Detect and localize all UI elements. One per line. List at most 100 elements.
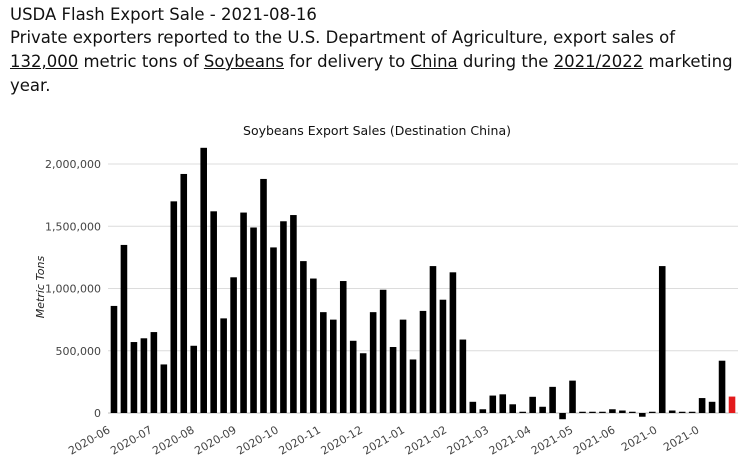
bar bbox=[549, 386, 556, 413]
y-axis-label: Metric Tons bbox=[34, 255, 47, 318]
x-tick-label: 2020-08 bbox=[150, 423, 196, 457]
bar bbox=[688, 411, 696, 413]
bar bbox=[140, 338, 148, 413]
bar bbox=[589, 411, 596, 413]
bar bbox=[220, 318, 227, 413]
quantity-link[interactable]: 132,000 bbox=[10, 52, 79, 71]
bar bbox=[290, 215, 297, 413]
x-tick-label: 2021-01 bbox=[361, 423, 407, 457]
y-axis-ticks: 0 500,000 1,000,000 1,500,000 2,000,000 bbox=[45, 158, 101, 420]
desc-text-1: Private exporters reported to the U.S. D… bbox=[10, 28, 676, 47]
bar bbox=[529, 396, 536, 413]
bar bbox=[619, 410, 626, 413]
y-tick-label: 0 bbox=[94, 407, 101, 420]
bar bbox=[539, 406, 546, 413]
header: USDA Flash Export Sale - 2021-08-16 Priv… bbox=[10, 4, 735, 98]
x-tick-label: 2020-12 bbox=[319, 423, 365, 457]
bar bbox=[190, 345, 198, 413]
bar bbox=[170, 201, 178, 413]
x-axis-ticks: 2020-062020-072020-082020-092020-102020-… bbox=[66, 423, 701, 457]
bar bbox=[280, 221, 287, 413]
desc-text-5: marketing year. bbox=[10, 52, 733, 95]
bar bbox=[439, 299, 447, 413]
bar bbox=[499, 394, 507, 413]
bar bbox=[519, 411, 526, 413]
desc-text-3: for delivery to bbox=[284, 52, 411, 71]
bar bbox=[668, 410, 676, 413]
bar bbox=[180, 173, 188, 413]
x-tick-label: 2020-07 bbox=[108, 423, 154, 457]
sale-description: Private exporters reported to the U.S. D… bbox=[10, 26, 735, 98]
bar bbox=[678, 411, 686, 413]
bar bbox=[698, 398, 706, 413]
bars bbox=[110, 147, 736, 420]
bar bbox=[469, 401, 477, 413]
x-tick-label: 2020-10 bbox=[234, 423, 280, 457]
x-tick-label: 2021-06 bbox=[571, 423, 617, 457]
bar bbox=[260, 178, 267, 413]
bar bbox=[359, 353, 367, 413]
bar bbox=[200, 147, 207, 413]
bar bbox=[110, 305, 118, 413]
bar bbox=[399, 319, 407, 413]
bar bbox=[479, 409, 487, 413]
bar bbox=[489, 395, 497, 413]
bar bbox=[579, 411, 586, 413]
y-tick-label: 1,000,000 bbox=[45, 283, 101, 296]
bar bbox=[210, 211, 217, 413]
marketing-year-link[interactable]: 2021/2022 bbox=[553, 52, 644, 71]
bar bbox=[718, 360, 726, 413]
bar bbox=[379, 289, 387, 413]
bar bbox=[300, 261, 307, 413]
bar bbox=[609, 409, 616, 413]
bar bbox=[708, 401, 716, 413]
bar bbox=[250, 227, 257, 413]
x-tick-label: 2021-0 bbox=[661, 423, 701, 454]
bar bbox=[230, 277, 237, 413]
bar bbox=[270, 247, 277, 413]
x-tick-label: 2020-11 bbox=[277, 423, 323, 457]
bar bbox=[349, 340, 357, 413]
x-tick-label: 2021-0 bbox=[619, 423, 659, 454]
bar bbox=[429, 266, 437, 413]
y-tick-label: 2,000,000 bbox=[45, 158, 101, 171]
bar bbox=[648, 411, 656, 413]
bar bbox=[559, 413, 566, 420]
bar bbox=[509, 404, 516, 413]
bar bbox=[130, 342, 138, 413]
bar bbox=[160, 364, 168, 413]
bar bbox=[658, 266, 666, 413]
bar bbox=[459, 339, 467, 413]
x-tick-label: 2021-03 bbox=[445, 423, 491, 457]
bar bbox=[339, 281, 347, 413]
y-tick-label: 1,500,000 bbox=[45, 220, 101, 233]
bar bbox=[449, 272, 457, 413]
bar bbox=[310, 278, 317, 413]
bar bbox=[369, 312, 377, 413]
bar bbox=[599, 411, 606, 413]
bar bbox=[320, 312, 327, 413]
x-tick-label: 2021-04 bbox=[487, 423, 533, 457]
x-tick-label: 2020-09 bbox=[192, 423, 238, 457]
y-tick-label: 500,000 bbox=[56, 345, 102, 358]
page-title: USDA Flash Export Sale - 2021-08-16 bbox=[10, 5, 317, 24]
bar bbox=[419, 310, 427, 413]
bar bbox=[150, 332, 158, 413]
bar bbox=[330, 319, 337, 413]
chart-title: Soybeans Export Sales (Destination China… bbox=[243, 123, 511, 138]
x-tick-label: 2020-06 bbox=[66, 423, 112, 457]
bar bbox=[240, 212, 247, 413]
commodity-link[interactable]: Soybeans bbox=[203, 52, 284, 71]
bar bbox=[389, 347, 397, 413]
x-tick-label: 2021-05 bbox=[529, 423, 575, 457]
x-tick-label: 2021-02 bbox=[403, 423, 449, 457]
bar bbox=[120, 244, 128, 413]
desc-text-4: during the bbox=[457, 52, 554, 71]
bar bbox=[409, 359, 417, 413]
bar bbox=[639, 413, 646, 417]
bar-highlight bbox=[728, 396, 736, 413]
desc-text-2: metric tons of bbox=[78, 52, 204, 71]
destination-link[interactable]: China bbox=[410, 52, 458, 71]
bar bbox=[629, 411, 636, 413]
